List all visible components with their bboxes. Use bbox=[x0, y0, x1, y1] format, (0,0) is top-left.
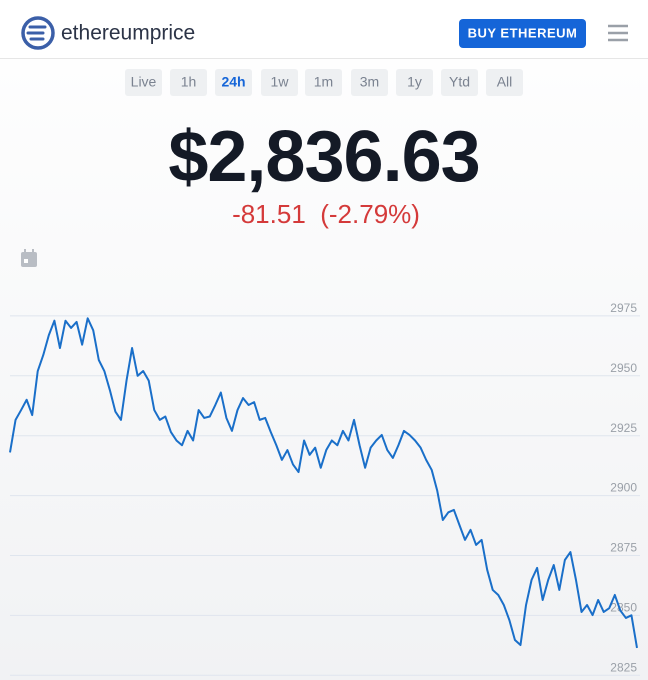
range-tab[interactable]: 1w bbox=[261, 69, 298, 96]
y-tick-label: 2850 bbox=[610, 601, 637, 615]
y-tick-label: 2875 bbox=[610, 541, 637, 555]
tab-bg bbox=[351, 69, 388, 96]
logo[interactable]: ethereumprice bbox=[21, 16, 195, 50]
y-tick-label: 2900 bbox=[610, 481, 637, 495]
logo-ring bbox=[21, 16, 55, 50]
tab-bg bbox=[486, 69, 523, 96]
chart: 2825 2850 2875 2900 2925 2950 2975 bbox=[9, 301, 640, 676]
tab-bg bbox=[305, 69, 342, 96]
buy-button[interactable]: BUY ETHEREUM bbox=[459, 19, 586, 48]
price: $2,836.63 bbox=[168, 117, 479, 197]
tab-bg bbox=[396, 69, 433, 96]
tab-label: 1y bbox=[407, 74, 422, 90]
logo-mark bbox=[26, 25, 47, 41]
range-tab[interactable]: Ytd bbox=[441, 69, 478, 96]
range-tab[interactable]: Live bbox=[125, 69, 162, 96]
calendar-icon[interactable] bbox=[21, 249, 37, 267]
tab-bg bbox=[125, 69, 162, 96]
calendar-day bbox=[24, 259, 28, 263]
tab-label: 1h bbox=[181, 74, 197, 90]
brand: ethereumprice bbox=[61, 22, 195, 45]
tab-label: 1m bbox=[314, 74, 333, 90]
tab-bg bbox=[170, 69, 207, 96]
button-label: BUY ETHEREUM bbox=[468, 25, 578, 40]
range-tab[interactable]: 1h bbox=[170, 69, 207, 96]
tab-label: 3m bbox=[360, 74, 379, 90]
calendar-ring bbox=[24, 249, 26, 254]
price-change: -81.51 (-2.79%) bbox=[232, 199, 420, 229]
range-tab[interactable]: 24h bbox=[215, 69, 252, 96]
menu-icon[interactable] bbox=[608, 24, 628, 42]
y-tick-label: 2975 bbox=[610, 301, 637, 315]
range-tab[interactable]: 1m bbox=[305, 69, 342, 96]
tab-bg bbox=[441, 69, 478, 96]
y-tick-label: 2950 bbox=[610, 361, 637, 375]
tab-bg bbox=[215, 69, 252, 96]
tab-label: 1w bbox=[271, 74, 290, 90]
tab-bg bbox=[261, 69, 298, 96]
button-bg bbox=[459, 19, 586, 48]
y-tick-label: 2825 bbox=[610, 660, 637, 674]
tab-label: 24h bbox=[221, 74, 245, 90]
range-tab[interactable]: All bbox=[486, 69, 523, 96]
y-tick-label: 2925 bbox=[610, 421, 637, 435]
calendar-ring bbox=[32, 249, 34, 254]
range-tab[interactable]: 1y bbox=[396, 69, 433, 96]
price-line bbox=[9, 317, 638, 649]
tab-label: All bbox=[497, 74, 513, 90]
calendar-body bbox=[21, 252, 37, 267]
tab-label: Live bbox=[131, 74, 157, 90]
tab-label: Ytd bbox=[449, 74, 470, 90]
range-tab[interactable]: 3m bbox=[351, 69, 388, 96]
range-tabs: Live 1h 24h 1w 1m 3m 1y Ytd All bbox=[125, 69, 523, 96]
